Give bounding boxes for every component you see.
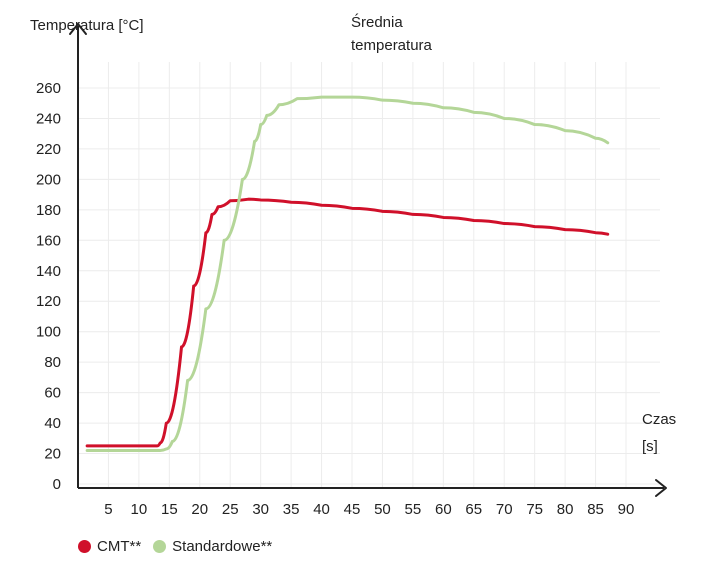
x-tick-label-10: 55 <box>405 501 422 518</box>
x-tick-label-16: 85 <box>587 501 604 518</box>
x-tick-label-0: 5 <box>104 501 112 518</box>
x-tick-label-8: 45 <box>344 501 361 518</box>
legend-item-standard: Standardowe** <box>153 538 272 555</box>
series-line-standard <box>85 95 610 452</box>
legend-marker-standard <box>153 540 167 553</box>
legend-marker-cmt <box>78 540 91 553</box>
y-axis-arrowhead <box>69 23 87 35</box>
y-tick-label-5: 100 <box>36 324 61 341</box>
legend-label-cmt: CMT** <box>97 538 142 555</box>
y-tick-label-4: 80 <box>44 354 61 371</box>
x-tick-label-6: 35 <box>283 501 300 518</box>
x-tick-label-13: 70 <box>496 501 513 518</box>
x-tick-label-15: 80 <box>557 501 574 518</box>
axis-layer <box>69 23 667 497</box>
y-tick-label-3: 60 <box>44 385 61 402</box>
x-tick-label-3: 20 <box>191 501 208 518</box>
x-tick-label-12: 65 <box>465 501 482 518</box>
x-tick-label-9: 50 <box>374 501 391 518</box>
y-axis-label: Temperatura [°C] <box>30 17 144 34</box>
grid-layer <box>78 62 660 488</box>
y-tick-label-12: 240 <box>36 110 61 127</box>
y-tick-label-9: 180 <box>36 202 61 219</box>
x-axis-label-line-2: [s] <box>642 438 658 455</box>
x-tick-label-17: 90 <box>618 501 635 518</box>
x-axis-arrowhead <box>655 479 667 497</box>
y-tick-label-6: 120 <box>36 293 61 310</box>
x-tick-label-5: 30 <box>252 501 269 518</box>
x-tick-label-1: 10 <box>131 501 148 518</box>
x-axis-label-line-1: Czas <box>642 411 676 428</box>
label-layer: 5 10 15 20 25 30 35 40 45 50 55 60 65 70 75 80 85 90 0 20 40… <box>36 80 634 518</box>
series-layer <box>85 95 610 452</box>
y-tick-label-1: 20 <box>44 446 61 463</box>
x-tick-label-2: 15 <box>161 501 178 518</box>
y-tick-label-0: 0 <box>53 476 61 493</box>
y-tick-label-10: 200 <box>36 171 61 188</box>
y-tick-label-2: 40 <box>44 415 61 432</box>
legend-label-standard: Standardowe** <box>172 538 273 555</box>
x-tick-label-14: 75 <box>526 501 543 518</box>
series-line-cmt <box>85 197 610 448</box>
annotation-line-1: Średnia <box>351 13 403 31</box>
y-tick-label-13: 260 <box>36 80 61 97</box>
y-tick-label-11: 220 <box>36 141 61 158</box>
y-tick-label-8: 160 <box>36 232 61 249</box>
legend-item-cmt: CMT** <box>78 538 141 555</box>
legend: CMT** Standardowe** <box>78 538 272 555</box>
x-tick-label-11: 60 <box>435 501 452 518</box>
x-tick-label-7: 40 <box>313 501 330 518</box>
y-tick-label-7: 140 <box>36 263 61 280</box>
annotation-line-2: temperatura <box>351 37 433 54</box>
x-tick-label-4: 25 <box>222 501 239 518</box>
